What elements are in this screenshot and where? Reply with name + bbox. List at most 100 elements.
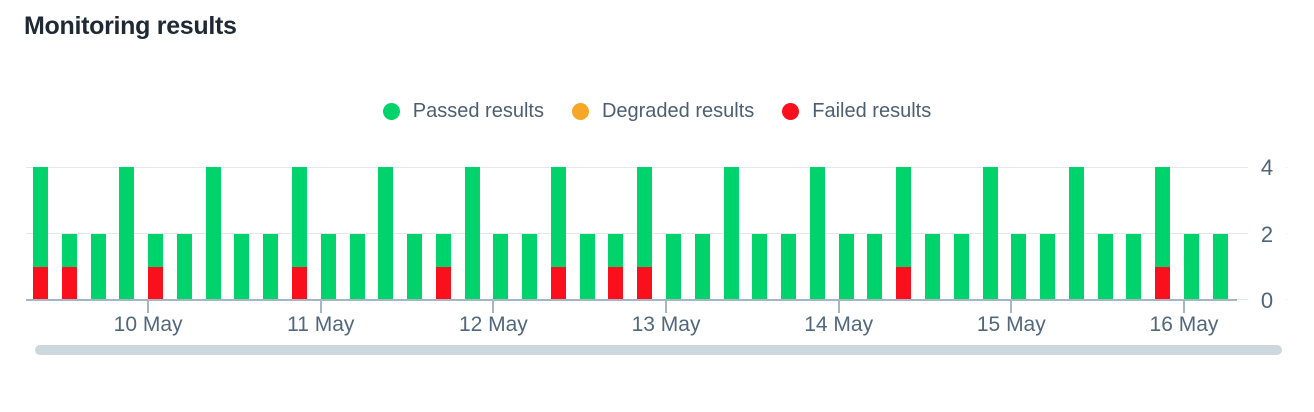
horizontal-scrollbar-thumb[interactable] (35, 345, 1282, 355)
bar[interactable] (809, 167, 825, 300)
bar-segment-passed (752, 233, 768, 300)
bar[interactable] (637, 167, 653, 300)
bar[interactable] (234, 233, 250, 300)
x-axis-line (26, 299, 1237, 301)
chart-plot-area: 0 2 4 10 May 11 May 12 May 13 May 14 May 15 May 1… (26, 155, 1287, 336)
x-axis-label-15-may: 15 May (976, 313, 1046, 336)
bar-segment-passed (781, 233, 797, 300)
bar-segment-passed (550, 167, 566, 267)
x-axis-tick (147, 300, 150, 313)
bar[interactable] (349, 233, 365, 300)
bar-segment-passed (464, 167, 480, 300)
y-axis-label-4: 4 (1248, 155, 1286, 181)
bar-segment-passed (493, 233, 509, 300)
bar[interactable] (407, 233, 423, 300)
bar[interactable] (924, 233, 940, 300)
bar[interactable] (119, 167, 135, 300)
bar[interactable] (1011, 233, 1027, 300)
passed-dot-icon (382, 103, 400, 120)
bar[interactable] (953, 233, 969, 300)
x-axis-label-11-may: 11 May (287, 313, 355, 336)
x-axis-tick (319, 300, 322, 313)
legend-item-passed[interactable]: Passed results (382, 100, 544, 123)
bar[interactable] (1212, 233, 1228, 300)
bar-segment-passed (608, 233, 624, 267)
bar-segment-passed (666, 233, 682, 300)
bar[interactable] (205, 167, 221, 300)
x-axis-tick (492, 300, 495, 313)
bar[interactable] (1068, 167, 1084, 300)
bar-segment-passed (694, 233, 710, 300)
bar-segment-passed (809, 167, 825, 300)
bar[interactable] (1097, 233, 1113, 300)
bar-segment-passed (407, 233, 423, 300)
bar-segment-failed (148, 266, 164, 300)
bar-segment-passed (205, 167, 221, 300)
bar[interactable] (61, 233, 77, 300)
bar[interactable] (291, 167, 307, 300)
bar[interactable] (90, 233, 106, 300)
bar[interactable] (263, 233, 279, 300)
bar[interactable] (378, 167, 394, 300)
bar[interactable] (867, 233, 883, 300)
bar-segment-failed (1155, 266, 1171, 300)
bar-segment-passed (291, 167, 307, 267)
bar[interactable] (320, 233, 336, 300)
x-axis-tick (665, 300, 668, 313)
bar-segment-passed (953, 233, 969, 300)
bar[interactable] (1126, 233, 1142, 300)
bar-segment-passed (263, 233, 279, 300)
bar[interactable] (781, 233, 797, 300)
monitoring-results-chart: 0 2 4 10 May 11 May 12 May 13 May 14 May 15 May 1… (26, 155, 1287, 336)
bar-segment-passed (723, 167, 739, 300)
bar-segment-failed (291, 266, 307, 300)
bar-segment-passed (234, 233, 250, 300)
x-axis-tick (1182, 300, 1185, 313)
bar-segment-passed (33, 167, 48, 267)
bar[interactable] (464, 167, 480, 300)
bar[interactable] (493, 233, 509, 300)
bar-segment-passed (148, 233, 164, 267)
legend-label-degraded: Degraded results (601, 100, 755, 122)
x-axis-label-16-may: 16 May (1149, 313, 1219, 336)
bar-segment-failed (550, 266, 566, 300)
bar[interactable] (522, 233, 538, 300)
bar[interactable] (435, 233, 451, 300)
x-axis-label-14-may: 14 May (804, 313, 874, 336)
bar[interactable] (148, 233, 164, 300)
bar[interactable] (896, 167, 912, 300)
bar[interactable] (176, 233, 192, 300)
bar[interactable] (1155, 167, 1171, 300)
bar-segment-passed (982, 167, 998, 300)
x-axis-label-13-may: 13 May (631, 313, 701, 336)
x-axis-tick (1010, 300, 1013, 313)
bar-segment-passed (838, 233, 854, 300)
bar[interactable] (838, 233, 854, 300)
bar[interactable] (550, 167, 566, 300)
bar-segment-passed (435, 233, 451, 267)
bar[interactable] (752, 233, 768, 300)
legend-item-failed[interactable]: Failed results (782, 100, 931, 123)
bar[interactable] (1040, 233, 1056, 300)
chart-legend: Passed results Degraded results Failed r… (0, 100, 1314, 123)
bar[interactable] (982, 167, 998, 300)
bar-segment-passed (320, 233, 336, 300)
bar-segment-passed (924, 233, 940, 300)
bar[interactable] (579, 233, 595, 300)
legend-item-degraded[interactable]: Degraded results (571, 100, 755, 123)
bar-segment-passed (1068, 167, 1084, 300)
bar[interactable] (608, 233, 624, 300)
bar-segment-passed (1126, 233, 1142, 300)
bar-segment-passed (90, 233, 106, 300)
bar-segment-failed (435, 266, 451, 300)
bar[interactable] (1183, 233, 1199, 300)
bar[interactable] (33, 167, 48, 300)
bar-segment-passed (579, 233, 595, 300)
bar[interactable] (666, 233, 682, 300)
gridline-y4 (26, 167, 1287, 168)
bar[interactable] (723, 167, 739, 300)
failed-dot-icon (782, 103, 800, 120)
bar[interactable] (694, 233, 710, 300)
y-axis-label-0: 0 (1248, 288, 1286, 314)
